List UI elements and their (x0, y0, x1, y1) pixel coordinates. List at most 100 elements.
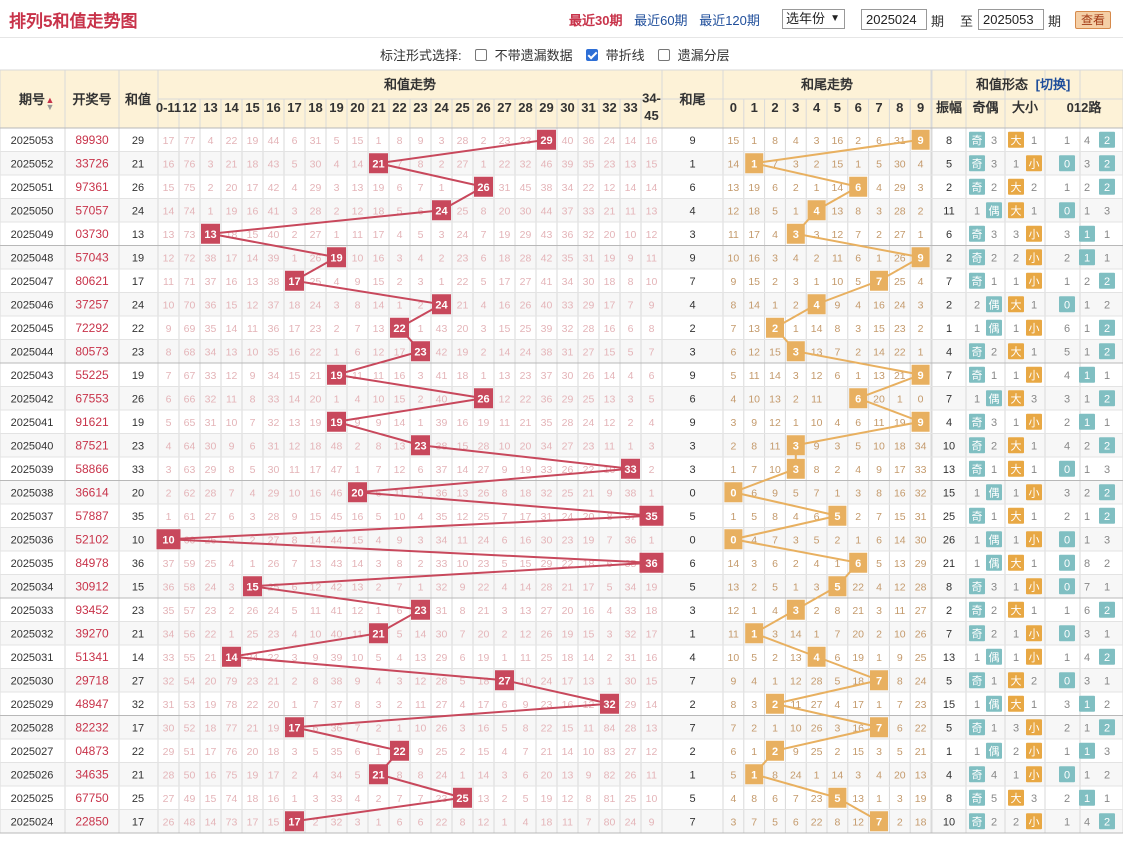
tail-ball-label: 4 (814, 205, 821, 217)
tail-omission: 26 (894, 252, 906, 264)
tail-omission: 16 (873, 299, 885, 311)
tail-omission: 1 (793, 581, 799, 593)
sum-omission: 9 (292, 511, 298, 523)
sum-omission: 4 (523, 816, 529, 828)
draw-number-cell: 48947 (75, 697, 109, 711)
tail-omission: 4 (834, 699, 840, 711)
tail-ball (745, 623, 764, 644)
tail-omission: 3 (730, 816, 736, 828)
row-bg (0, 809, 1123, 833)
sum-omission: 15 (268, 816, 280, 828)
sum-omission: 12 (604, 182, 616, 194)
start-period-input[interactable]: 2025024 (861, 9, 927, 30)
sum-omission: 27 (436, 699, 448, 711)
sum-omission: 58 (184, 581, 196, 593)
tail-ball (745, 764, 764, 785)
form-box (969, 625, 985, 642)
sum-omission: 36 (625, 534, 637, 546)
form-box-label: 大 (1011, 133, 1022, 147)
form-box (969, 413, 985, 430)
tail-omission: 2 (793, 299, 799, 311)
tail-omission: 3 (793, 370, 799, 382)
year-select[interactable]: 选年份 ▼ (782, 9, 845, 29)
period-cell: 2025051 (11, 182, 54, 194)
sum-omission: 26 (625, 769, 637, 781)
form-omission: 1 (974, 323, 980, 335)
sum-omission: 6 (229, 511, 235, 523)
sum-omission: 5 (376, 511, 382, 523)
tail-omission: 10 (811, 417, 823, 429)
nav-recent-120[interactable]: 最近120期 (699, 13, 760, 28)
tail-ball-label: 2 (772, 699, 778, 711)
checkbox-polyline[interactable] (585, 48, 598, 61)
tail-value-cell: 6 (689, 182, 695, 194)
span-cell: 6 (946, 229, 952, 241)
sum-omission: 35 (331, 746, 343, 758)
tail-omission: 24 (790, 769, 802, 781)
tail-ball (870, 670, 888, 691)
form-box-label: 大 (1011, 556, 1022, 570)
sum-omission: 42 (436, 346, 448, 358)
nav-recent-60[interactable]: 最近60期 (634, 13, 688, 28)
form-omission: 1 (1031, 511, 1037, 523)
tail-omission: 13 (894, 558, 906, 570)
sum-omission: 11 (562, 816, 573, 828)
tail-omission: 18 (915, 816, 927, 828)
sum-omission: 24 (541, 675, 553, 687)
tail-omission: 4 (855, 464, 861, 476)
tail-ball (911, 129, 930, 150)
sum-value-cell: 29 (132, 135, 144, 147)
tail-value-cell: 4 (689, 299, 695, 311)
tail-omission: 3 (814, 229, 820, 241)
sum-value-cell: 21 (132, 628, 144, 640)
tail-omission: 10 (728, 652, 740, 664)
sum-omission: 3 (250, 511, 256, 523)
sum-value-cell: 19 (132, 417, 144, 429)
sum-omission: 25 (478, 511, 490, 523)
sum-omission: 30 (562, 370, 574, 382)
draw-number-cell: 57887 (75, 509, 109, 523)
sum-omission: 25 (625, 793, 637, 805)
sum-omission: 16 (457, 417, 469, 429)
sum-omission: 37 (331, 699, 343, 711)
checkbox-miss-layer[interactable] (657, 48, 670, 61)
mod3-box (1079, 413, 1095, 430)
mod3-box-label: 2 (1104, 605, 1110, 617)
sum-omission: 3 (418, 370, 424, 382)
sum-omission: 2 (313, 816, 319, 828)
tail-omission: 18 (852, 675, 864, 687)
sum-omission: 38 (541, 182, 553, 194)
sum-omission: 80 (604, 816, 616, 828)
display-options: 标注形式选择: 不带遗漏数据 带折线 遗漏分层 (380, 45, 730, 64)
span-cell: 10 (943, 440, 955, 452)
sum-ball (600, 693, 619, 714)
mod3-omission: 1 (1084, 205, 1090, 217)
row-bg (0, 151, 1123, 175)
tail-omission: 19 (894, 417, 906, 429)
span-header: 振幅 (936, 100, 962, 115)
form-box (969, 813, 985, 830)
sum-col-header: 18 (308, 100, 322, 115)
tail-omission: 5 (730, 370, 736, 382)
checkbox-no-miss[interactable] (474, 48, 487, 61)
nav-recent-30[interactable]: 最近30期 (569, 13, 623, 28)
sum-ball-label: 24 (435, 299, 448, 311)
sum-omission: 5 (418, 487, 424, 499)
sum-omission: 16 (289, 346, 301, 358)
sum-omission: 25 (583, 393, 595, 405)
view-button[interactable]: 查看 (1075, 11, 1111, 29)
option-no-miss-label: 不带遗漏数据 (494, 48, 573, 63)
end-period-input[interactable]: 2025053 (978, 9, 1044, 30)
sum-omission: 1 (334, 393, 340, 405)
sum-omission: 8 (313, 675, 319, 687)
sum-omission: 9 (313, 652, 319, 664)
sum-omission: 3 (292, 746, 298, 758)
sum-omission: 8 (460, 605, 466, 617)
sum-omission: 26 (562, 464, 574, 476)
year-select-value: 选年份 (786, 11, 826, 26)
sum-omission: 31 (625, 652, 637, 664)
sum-omission: 9 (523, 699, 529, 711)
mod3-box (1079, 695, 1095, 712)
sum-ball-label: 35 (645, 511, 657, 523)
tail-ball (724, 529, 743, 550)
